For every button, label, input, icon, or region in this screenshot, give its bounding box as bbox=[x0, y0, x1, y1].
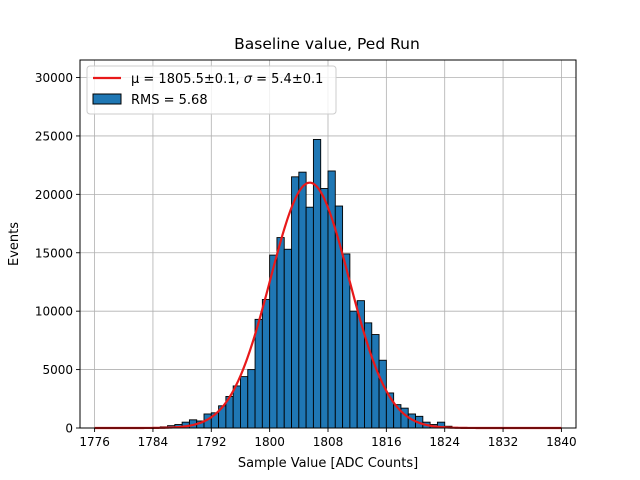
x-tick-label: 1800 bbox=[254, 435, 285, 449]
y-tick-label: 10000 bbox=[35, 305, 73, 319]
y-tick-label: 15000 bbox=[35, 246, 73, 260]
y-tick-label: 0 bbox=[65, 422, 73, 436]
x-tick-label: 1808 bbox=[313, 435, 344, 449]
histogram-bars bbox=[159, 138, 453, 429]
legend-fit-label: μ = 1805.5±0.1, σ = 5.4±0.1 bbox=[131, 72, 323, 87]
histogram-bar bbox=[283, 248, 292, 429]
histogram-bar bbox=[261, 299, 271, 429]
x-tick-label: 1824 bbox=[429, 435, 460, 449]
histogram-bar bbox=[291, 176, 300, 429]
legend-hist-swatch bbox=[92, 93, 122, 105]
x-tick-label: 1840 bbox=[546, 435, 577, 449]
histogram-bar bbox=[254, 318, 263, 429]
y-tick-label: 25000 bbox=[35, 129, 73, 143]
histogram-bar bbox=[349, 310, 358, 429]
legend-box bbox=[86, 65, 337, 115]
chart-title: Baseline value, Ped Run bbox=[234, 35, 420, 53]
axis-ticks: 1776 1784 1792 1800 1808 1816 1824 1832 1840 0 500… bbox=[35, 71, 577, 449]
histogram-bar bbox=[371, 334, 380, 429]
histogram-bar bbox=[247, 369, 256, 429]
legend-hist-label: RMS = 5.68 bbox=[131, 93, 208, 108]
x-axis-label: Sample Value [ADC Counts] bbox=[238, 456, 418, 471]
x-tick-label: 1776 bbox=[79, 435, 110, 449]
y-tick-label: 5000 bbox=[42, 363, 73, 377]
y-axis-label: Events bbox=[7, 222, 22, 266]
histogram-bar bbox=[378, 359, 387, 429]
histogram-bar bbox=[312, 138, 322, 429]
y-tick-label: 20000 bbox=[35, 188, 73, 202]
histogram-bar bbox=[305, 206, 314, 429]
histogram-bar bbox=[232, 385, 241, 429]
histogram-bar bbox=[240, 376, 249, 429]
histogram-bar bbox=[276, 237, 285, 429]
x-tick-label: 1832 bbox=[488, 435, 519, 449]
legend: μ = 1805.5±0.1, σ = 5.4±0.1 RMS = 5.68 bbox=[86, 65, 337, 115]
x-tick-label: 1816 bbox=[371, 435, 402, 449]
x-tick-label: 1792 bbox=[196, 435, 227, 449]
histogram-bar bbox=[320, 188, 329, 429]
y-tick-label: 30000 bbox=[35, 71, 73, 85]
histogram-bar bbox=[298, 171, 307, 429]
x-tick-label: 1784 bbox=[138, 435, 169, 449]
